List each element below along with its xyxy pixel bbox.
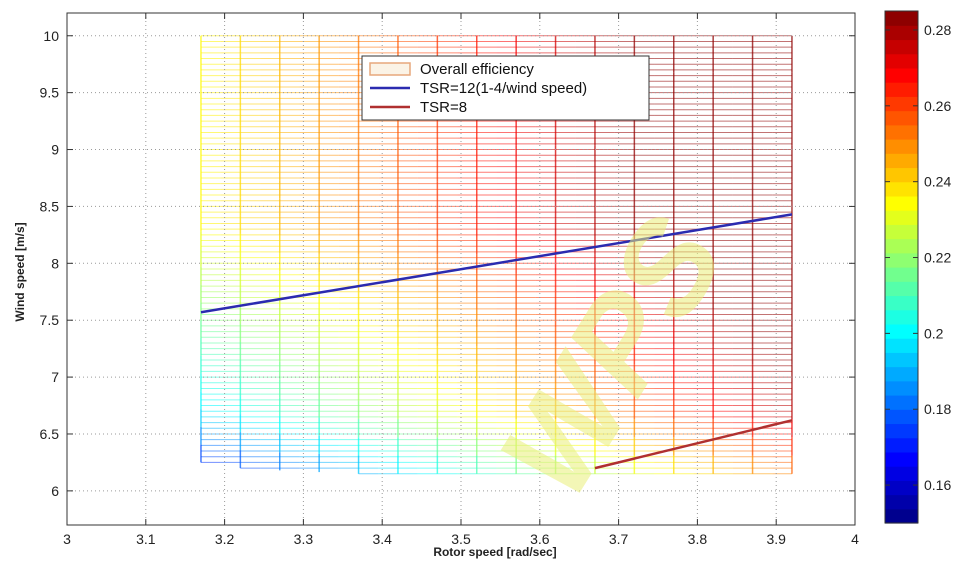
x-tick-label: 3.1: [136, 531, 156, 547]
colorbar-tick-label: 0.26: [924, 98, 951, 114]
colorbar-band: [885, 139, 918, 154]
colorbar-band: [885, 11, 918, 26]
colorbar-band: [885, 466, 918, 481]
legend-swatch-efficiency: [369, 62, 411, 76]
y-tick-label: 8.5: [40, 198, 60, 214]
colorbar-band: [885, 110, 918, 126]
colorbar-band: [885, 281, 918, 297]
colorbar-band: [885, 437, 918, 453]
colorbar-band: [885, 167, 918, 183]
colorbar-band: [885, 423, 918, 439]
colorbar-band: [885, 352, 918, 368]
colorbar-band: [885, 96, 918, 112]
colorbar-band: [885, 480, 918, 496]
colorbar-band: [885, 252, 918, 268]
x-tick-label: 3: [63, 531, 71, 547]
legend: Overall efficiency TSR=12(1-4/wind speed)…: [361, 55, 650, 121]
plot-frame: [66, 12, 856, 526]
y-tick-label: 7.5: [40, 312, 60, 328]
colorbar-band: [885, 82, 918, 97]
colorbar-tick-label: 0.28: [924, 22, 951, 38]
tsr12-line: [200, 213, 793, 314]
x-axis-label: Rotor speed [rad/sec]: [433, 545, 556, 559]
colorbar-band: [885, 124, 918, 140]
colorbar-band: [885, 494, 918, 510]
colorbar-band: [885, 267, 918, 282]
y-tick-label: 9: [51, 142, 59, 158]
colorbar-tick-label: 0.16: [924, 477, 951, 493]
efficiency-surface: [200, 35, 793, 475]
legend-entry: Overall efficiency: [420, 61, 534, 78]
colorbar-band: [885, 295, 918, 311]
legend-entry: TSR=8: [420, 99, 467, 116]
x-tick-label: 3.3: [294, 531, 314, 547]
x-tick-label: 3.8: [688, 531, 708, 547]
colorbar-band: [885, 195, 918, 211]
colorbar-band: [885, 210, 918, 225]
y-tick-label: 7: [51, 369, 59, 385]
x-tick-label: 3.9: [766, 531, 786, 547]
colorbar-tick-label: 0.24: [924, 174, 951, 190]
x-tick-label: 3.4: [372, 531, 392, 547]
colorbar: 0.16 0.18 0.2 0.22 0.24 0.26 0.28: [884, 10, 951, 524]
colorbar-band: [885, 409, 918, 425]
colorbar-band: [885, 508, 918, 524]
colorbar-band: [885, 395, 918, 410]
x-tick-label: 3.7: [609, 531, 629, 547]
colorbar-band: [885, 39, 918, 55]
colorbar-band: [885, 53, 918, 69]
colorbar-band: [885, 323, 918, 339]
series-lines: [200, 213, 793, 470]
y-tick-label: 9.5: [40, 85, 60, 101]
colorbar-frame: [884, 10, 919, 524]
colorbar-band: [885, 224, 918, 240]
colorbar-tick-label: 0.2: [924, 325, 944, 341]
legend-entry: TSR=12(1-4/wind speed): [420, 80, 587, 97]
colorbar-band: [885, 67, 918, 83]
x-tick-label: 3.5: [451, 531, 471, 547]
y-tick-label: 10: [43, 28, 59, 44]
colorbar-band: [885, 380, 918, 396]
y-axis-label: Wind speed [m/s]: [13, 222, 27, 321]
colorbar-band: [885, 238, 918, 254]
colorbar-band: [885, 25, 918, 41]
y-tick-label: 8: [51, 255, 59, 271]
colorbar-band: [885, 153, 918, 169]
x-tick-label: 3.2: [215, 531, 235, 547]
axes: 3 3.1 3.2 3.3 3.4 3.5 3.6 3.7 3.8 3.9 4 6 6.5 7 7.5 8 8.…: [40, 12, 859, 547]
colorbar-tick-label: 0.22: [924, 250, 951, 266]
y-tick-label: 6.5: [40, 426, 60, 442]
colorbar-band: [885, 309, 918, 325]
colorbar-tick-label: 0.18: [924, 401, 951, 417]
colorbar-band: [885, 366, 918, 382]
colorbar-band: [885, 181, 918, 197]
tsr8-line: [594, 419, 793, 470]
y-tick-label: 6: [51, 483, 59, 499]
colorbar-band: [885, 451, 918, 467]
colorbar-band: [885, 338, 918, 353]
x-tick-label: 3.6: [530, 531, 550, 547]
x-tick-label: 4: [851, 531, 859, 547]
